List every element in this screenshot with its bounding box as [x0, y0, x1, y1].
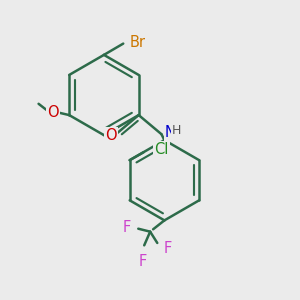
Text: Cl: Cl [154, 142, 169, 157]
Text: F: F [163, 241, 172, 256]
Text: O: O [47, 105, 58, 120]
Text: O: O [105, 128, 116, 143]
Text: H: H [172, 124, 182, 136]
Text: Br: Br [130, 35, 146, 50]
Text: N: N [165, 125, 176, 140]
Text: F: F [123, 220, 131, 235]
Text: F: F [139, 254, 147, 269]
